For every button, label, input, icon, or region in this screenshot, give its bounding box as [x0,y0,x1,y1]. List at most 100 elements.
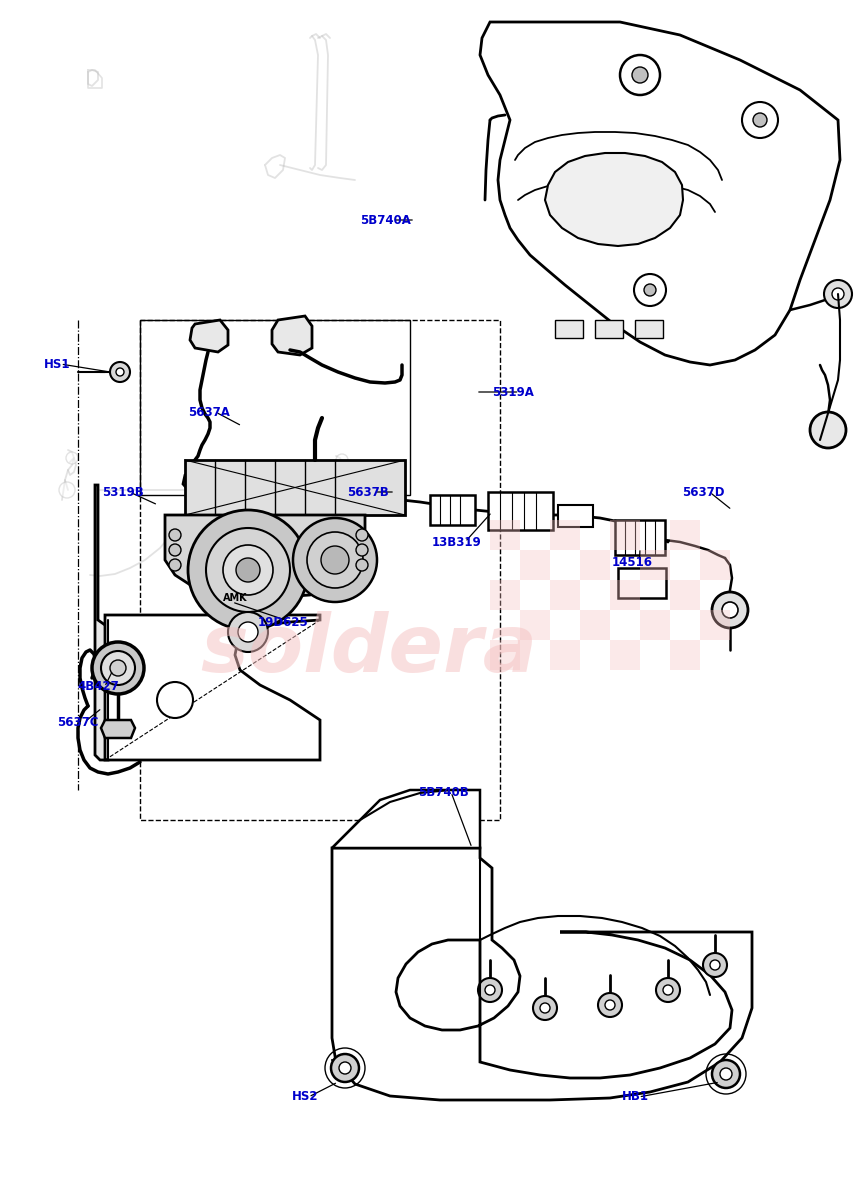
Text: 19D625: 19D625 [257,616,308,629]
Bar [669,520,699,550]
Bar [594,320,623,338]
Circle shape [223,545,273,595]
Circle shape [188,510,307,630]
Circle shape [598,994,622,1018]
Circle shape [238,622,257,642]
Bar [639,610,669,640]
Polygon shape [480,22,839,365]
Bar [699,550,729,580]
Circle shape [92,642,144,694]
Text: 5637A: 5637A [188,406,230,419]
Circle shape [753,113,766,127]
Bar [489,640,519,670]
Circle shape [619,55,660,95]
Circle shape [336,454,348,466]
Circle shape [631,67,647,83]
Text: 5B740B: 5B740B [418,786,468,798]
Circle shape [643,284,655,296]
Bar [519,610,549,640]
Circle shape [741,102,777,138]
Bar [557,505,592,527]
Text: 5B740A: 5B740A [360,214,411,227]
Circle shape [110,362,130,382]
Text: 4B427: 4B427 [77,680,119,694]
Bar [549,640,579,670]
Circle shape [206,528,289,612]
Bar [669,640,699,670]
Circle shape [320,546,349,574]
Bar [489,520,519,550]
Circle shape [722,602,737,618]
Text: AMK: AMK [222,593,247,602]
Text: 5637D: 5637D [681,486,723,498]
Circle shape [307,532,362,588]
Bar [579,550,610,580]
Bar [635,320,662,338]
Bar [617,568,666,598]
Circle shape [703,953,726,977]
Circle shape [330,472,345,488]
Circle shape [169,559,181,571]
Circle shape [809,412,845,448]
Circle shape [59,482,75,498]
Circle shape [709,960,719,970]
Text: 5637B: 5637B [347,486,388,498]
Circle shape [719,1068,731,1080]
Circle shape [662,985,672,995]
Bar [487,492,553,530]
Circle shape [236,558,260,582]
Text: 5319B: 5319B [102,486,144,498]
Circle shape [655,978,679,1002]
Polygon shape [101,720,135,738]
Bar [519,550,549,580]
Circle shape [338,1062,350,1074]
Circle shape [101,650,135,685]
Circle shape [157,682,193,718]
Bar [430,494,474,526]
Bar [639,550,669,580]
Text: 14516: 14516 [611,556,653,569]
Circle shape [356,559,368,571]
Bar [699,610,729,640]
Text: HS1: HS1 [44,358,71,371]
Text: 5319A: 5319A [492,385,533,398]
Bar [139,320,410,494]
Circle shape [532,996,556,1020]
Bar [610,640,639,670]
Circle shape [478,978,501,1002]
Bar [610,520,639,550]
Text: 5637C: 5637C [57,715,98,728]
Bar [669,580,699,610]
Text: soldera: soldera [200,611,536,689]
Polygon shape [331,848,751,1100]
Circle shape [711,592,747,628]
Circle shape [169,529,181,541]
Polygon shape [105,614,319,760]
Circle shape [116,368,124,376]
Polygon shape [544,152,682,246]
Text: HS2: HS2 [292,1091,318,1104]
Bar [610,580,639,610]
Circle shape [293,518,376,602]
Circle shape [711,1060,739,1088]
Circle shape [66,452,77,464]
Circle shape [110,660,126,676]
Bar [549,520,579,550]
Circle shape [823,280,851,308]
Circle shape [228,612,268,652]
Polygon shape [95,485,108,760]
Text: 13B319: 13B319 [431,535,481,548]
Bar [554,320,582,338]
Circle shape [356,529,368,541]
Polygon shape [189,320,228,352]
Circle shape [539,1003,549,1013]
Polygon shape [164,515,364,596]
Circle shape [831,288,843,300]
Circle shape [633,274,666,306]
Circle shape [604,1000,614,1010]
Circle shape [169,544,181,556]
Bar [549,580,579,610]
Circle shape [356,544,368,556]
Bar [579,610,610,640]
Polygon shape [272,316,312,355]
